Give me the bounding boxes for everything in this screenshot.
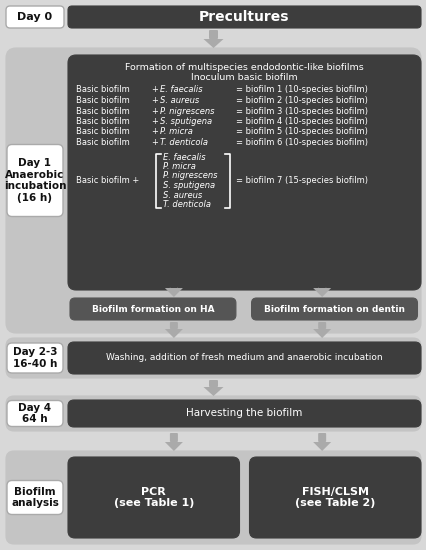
Text: Basic biofilm: Basic biofilm [76,128,130,136]
FancyBboxPatch shape [7,481,63,514]
FancyBboxPatch shape [7,145,63,217]
Text: Basic biofilm +: Basic biofilm + [76,176,139,185]
FancyBboxPatch shape [68,457,239,538]
Text: Biofilm formation on HA: Biofilm formation on HA [92,305,214,314]
Text: Day 4
64 h: Day 4 64 h [18,403,52,424]
Text: Day 2-3
16-40 h: Day 2-3 16-40 h [13,347,57,369]
Text: T. denticola: T. denticola [163,200,210,209]
Text: P. nigrescens: P. nigrescens [160,107,214,116]
FancyBboxPatch shape [6,48,420,333]
Text: S. aureus: S. aureus [160,96,199,105]
Text: Washing, addition of fresh medium and anaerobic incubation: Washing, addition of fresh medium and an… [106,354,382,362]
FancyBboxPatch shape [317,433,325,442]
Text: +: + [151,138,158,147]
Text: = biofilm 2 (10-species biofilm): = biofilm 2 (10-species biofilm) [236,96,367,105]
FancyBboxPatch shape [6,396,420,431]
Polygon shape [164,329,182,338]
Text: FISH/CLSM
(see Table 2): FISH/CLSM (see Table 2) [294,487,374,508]
Text: Basic biofilm: Basic biofilm [76,85,130,95]
Text: = biofilm 7 (15-species biofilm): = biofilm 7 (15-species biofilm) [236,176,367,185]
Text: Basic biofilm: Basic biofilm [76,138,130,147]
Polygon shape [203,387,223,396]
FancyBboxPatch shape [317,322,325,329]
Text: +: + [151,117,158,126]
Polygon shape [312,442,331,451]
Polygon shape [164,288,182,297]
FancyBboxPatch shape [6,338,420,378]
FancyBboxPatch shape [170,287,178,292]
Polygon shape [203,39,223,48]
Text: S. aureus: S. aureus [163,190,202,200]
Polygon shape [312,288,331,297]
Text: = biofilm 1 (10-species biofilm): = biofilm 1 (10-species biofilm) [236,85,367,95]
Text: = biofilm 3 (10-species biofilm): = biofilm 3 (10-species biofilm) [236,107,367,116]
FancyBboxPatch shape [68,342,420,374]
Text: S. sputigena: S. sputigena [160,117,212,126]
FancyBboxPatch shape [170,322,178,329]
Text: Biofilm formation on dentin: Biofilm formation on dentin [263,305,404,314]
Text: Formation of multispecies endodontic-like biofilms: Formation of multispecies endodontic-lik… [125,63,363,72]
Text: E. faecalis: E. faecalis [163,152,205,162]
Polygon shape [164,442,182,451]
FancyBboxPatch shape [68,400,420,427]
FancyBboxPatch shape [6,451,420,544]
Text: P. micra: P. micra [163,162,196,171]
Text: Basic biofilm: Basic biofilm [76,96,130,105]
Text: Biofilm
analysis: Biofilm analysis [11,487,59,508]
Text: P. nigrescens: P. nigrescens [163,172,217,180]
FancyBboxPatch shape [6,6,64,28]
FancyBboxPatch shape [68,6,420,28]
FancyBboxPatch shape [68,55,420,290]
FancyBboxPatch shape [249,457,420,538]
Text: PCR
(see Table 1): PCR (see Table 1) [113,487,193,508]
Text: T. denticola: T. denticola [160,138,207,147]
FancyBboxPatch shape [70,298,235,320]
Text: Harvesting the biofilm: Harvesting the biofilm [186,409,302,419]
Text: = biofilm 4 (10-species biofilm): = biofilm 4 (10-species biofilm) [236,117,367,126]
FancyBboxPatch shape [251,298,417,320]
Text: = biofilm 5 (10-species biofilm): = biofilm 5 (10-species biofilm) [236,128,367,136]
Text: Inoculum basic biofilm: Inoculum basic biofilm [191,74,297,82]
Text: +: + [151,85,158,95]
FancyBboxPatch shape [208,380,218,387]
Text: P. micra: P. micra [160,128,193,136]
Text: Day 0: Day 0 [17,12,52,22]
Text: S. sputigena: S. sputigena [163,181,215,190]
Text: +: + [151,96,158,105]
Text: Basic biofilm: Basic biofilm [76,107,130,116]
FancyBboxPatch shape [7,400,63,426]
Text: +: + [151,128,158,136]
Text: Precultures: Precultures [199,10,289,24]
FancyBboxPatch shape [170,433,178,442]
Text: Day 1
Anaerobic
incubation
(16 h): Day 1 Anaerobic incubation (16 h) [4,158,66,203]
FancyBboxPatch shape [7,343,63,373]
Text: Basic biofilm: Basic biofilm [76,117,130,126]
Text: = biofilm 6 (10-species biofilm): = biofilm 6 (10-species biofilm) [236,138,367,147]
Polygon shape [312,329,331,338]
FancyBboxPatch shape [208,30,218,39]
Text: +: + [151,107,158,116]
FancyBboxPatch shape [317,287,325,292]
Text: E. faecalis: E. faecalis [160,85,202,95]
